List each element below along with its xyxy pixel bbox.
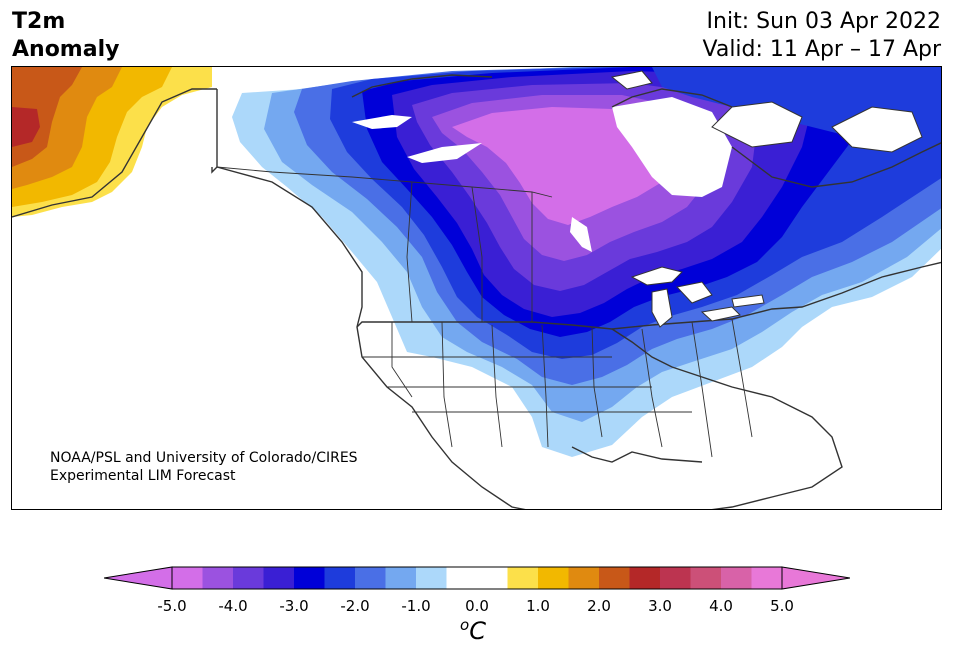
colorbar-swatch	[568, 567, 600, 589]
credit-line-2: Experimental LIM Forecast	[50, 468, 236, 484]
colorbar-swatch	[721, 567, 752, 589]
colorbar-tick-label: -4.0	[218, 597, 248, 615]
colorbar-swatch	[202, 567, 234, 589]
colorbar-swatch	[416, 567, 447, 589]
colorbar-extend-high	[781, 566, 850, 590]
unit-letter: C	[469, 617, 486, 645]
arctic-islands	[610, 70, 923, 153]
colorbar-tick-label: -5.0	[157, 597, 187, 615]
colorbar-tick-label: 4.0	[709, 597, 733, 615]
colorbar	[104, 566, 850, 590]
colorbar-swatch	[751, 567, 783, 589]
anomaly-map	[12, 67, 941, 509]
colorbar-tick-label: 1.0	[526, 597, 550, 615]
lake-winnipeg	[570, 217, 592, 252]
great-lakes	[630, 266, 765, 328]
colorbar-outline	[171, 566, 783, 590]
credit-line-1: NOAA/PSL and University of Colorado/CIRE…	[50, 450, 358, 466]
colorbar-swatch	[690, 567, 722, 589]
init-date: Init: Sun 03 Apr 2022	[706, 9, 941, 34]
map-title: T2m Anomaly	[12, 8, 119, 64]
colorbar-tick-label: 2.0	[587, 597, 611, 615]
colorbar-swatch	[233, 567, 264, 589]
title-line-2: Anomaly	[12, 37, 120, 62]
great-slave-lake	[352, 115, 412, 129]
band-minus-5	[452, 107, 677, 225]
colorbar-swatch	[507, 567, 539, 589]
colorbar-tick-label: -1.0	[401, 597, 431, 615]
colorbar-swatch	[294, 567, 325, 589]
colorbar-swatch	[660, 567, 691, 589]
colorbar-swatch	[385, 567, 417, 589]
colorbar-swatch	[355, 567, 386, 589]
colorbar-tick-label: 5.0	[770, 597, 794, 615]
colorbar-swatch	[446, 567, 478, 589]
colorbar-swatch	[172, 567, 203, 589]
valid-range: Valid: 11 Apr – 17 Apr	[702, 37, 942, 62]
colorbar-tick-label: -3.0	[279, 597, 309, 615]
hudson-bay	[612, 97, 732, 197]
colorbar-swatch	[263, 567, 295, 589]
credit-text: NOAA/PSL and University of Colorado/CIRE…	[50, 449, 358, 485]
title-line-1: T2m	[12, 9, 66, 34]
unit-label: oC	[460, 616, 486, 645]
colorbar-swatch	[538, 567, 569, 589]
state-borders	[216, 166, 753, 458]
colorbar-tick-label: 0.0	[465, 597, 489, 615]
forecast-dates: Init: Sun 03 Apr 2022 Valid: 11 Apr – 17…	[703, 8, 942, 64]
band-warm-3	[12, 107, 40, 147]
colorbar-tick-label: 3.0	[648, 597, 672, 615]
great-bear-lake	[407, 143, 482, 163]
colorbar-swatch	[629, 567, 661, 589]
colorbar-swatch	[599, 567, 630, 589]
colorbar-extend-low	[104, 566, 173, 590]
colorbar-swatch	[324, 567, 356, 589]
unit-degree: o	[460, 616, 470, 634]
colorbar-swatch	[477, 567, 508, 589]
colorbar-tick-label: -2.0	[340, 597, 370, 615]
map-panel: NOAA/PSL and University of Colorado/CIRE…	[11, 66, 942, 510]
